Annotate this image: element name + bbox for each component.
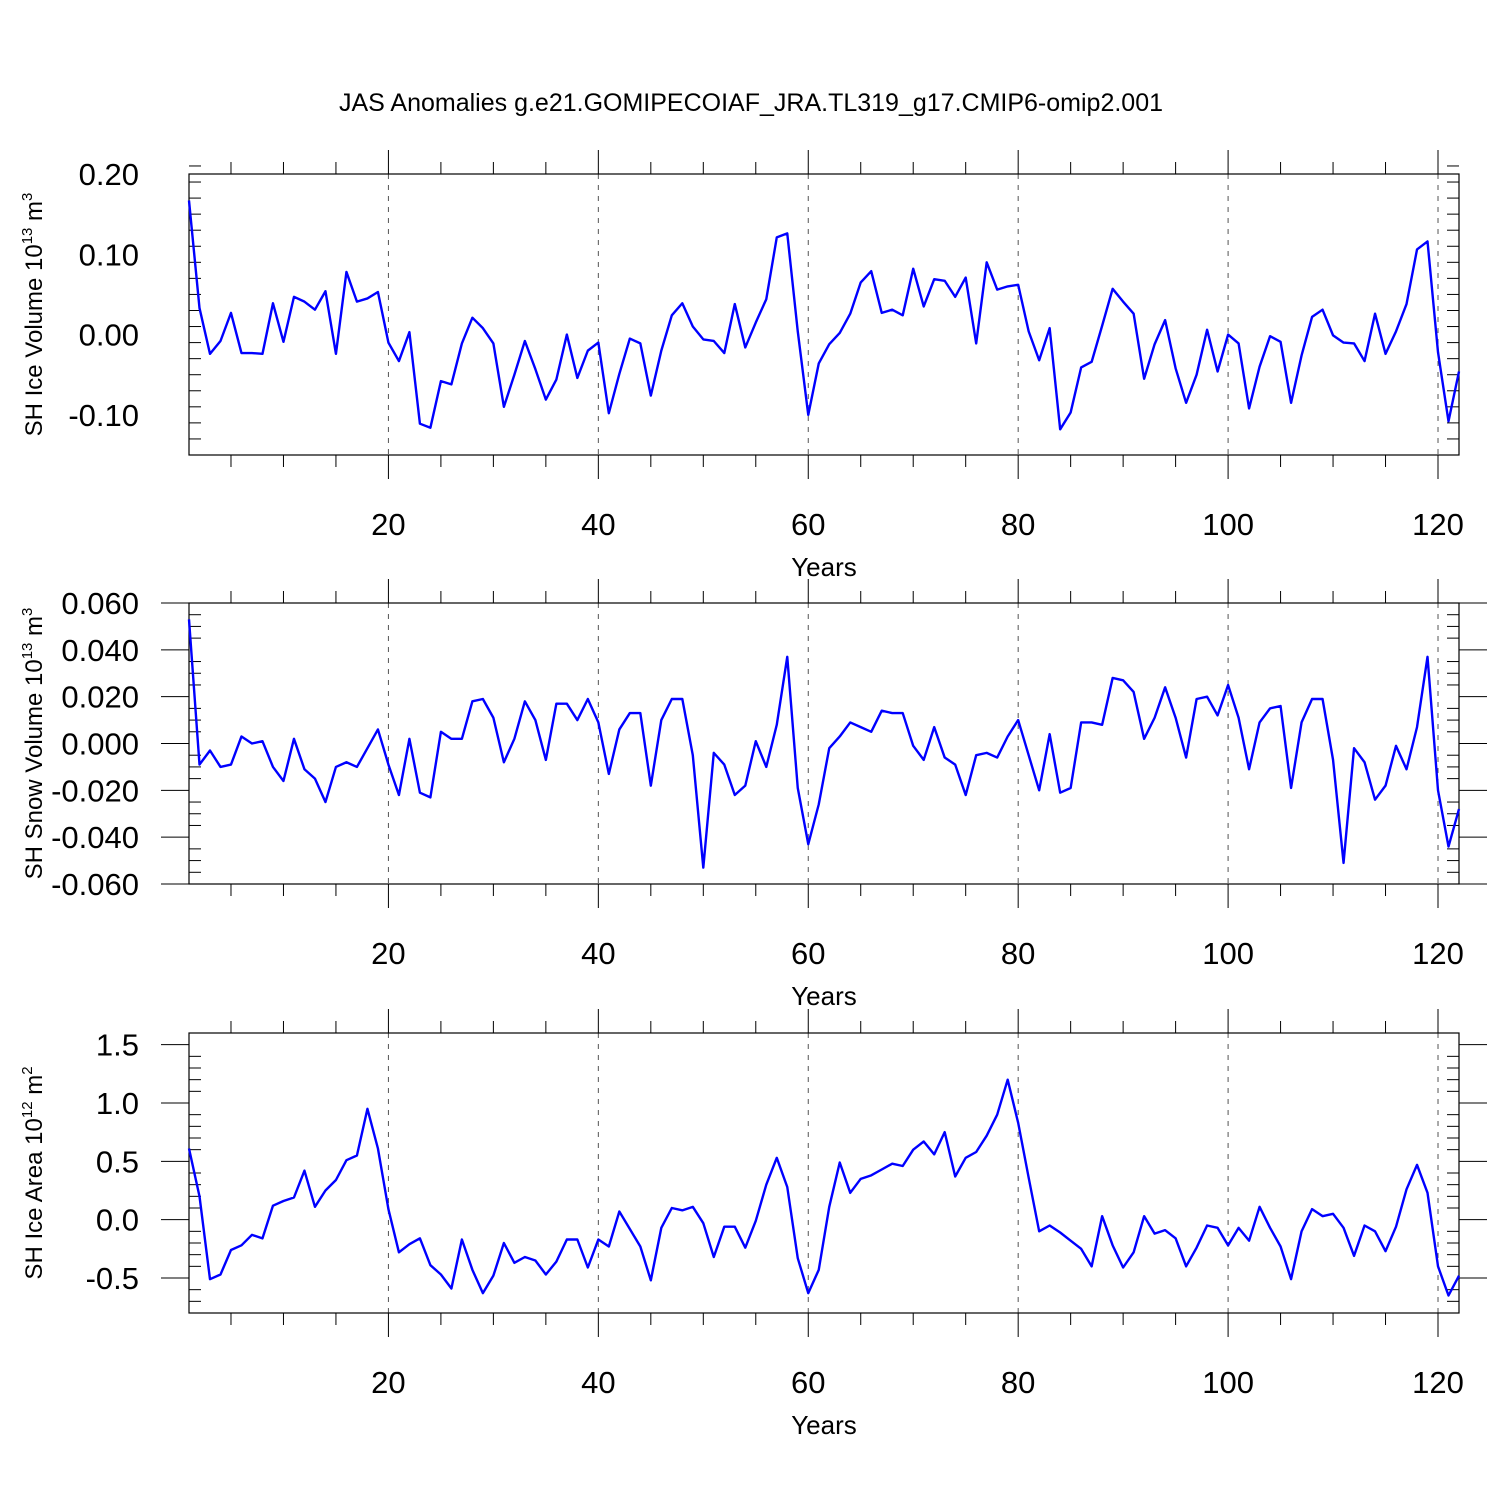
y-tick-label-snow-volume: 0.040 bbox=[61, 633, 139, 668]
y-tick-label-ice-volume: -0.10 bbox=[68, 398, 139, 433]
figure-title: JAS Anomalies g.e21.GOMIPECOIAF_JRA.TL31… bbox=[339, 89, 1163, 117]
x-ticks-ice-area bbox=[230, 1009, 1439, 1337]
y-tick-label-ice-area: 0.0 bbox=[96, 1203, 139, 1238]
y-axis-label-part: SH Ice Volume 10 bbox=[21, 244, 48, 436]
series-line-ice-volume bbox=[187, 200, 1461, 431]
y-axis-label-part: m bbox=[21, 616, 48, 643]
y-axis-label-part: 13 bbox=[19, 228, 36, 245]
x-ticks-ice-volume bbox=[230, 150, 1439, 479]
series-line-snow-volume bbox=[187, 619, 1461, 869]
plot-frame-ice-volume bbox=[188, 173, 1460, 456]
y-tick-label-ice-area: -0.5 bbox=[86, 1261, 139, 1296]
y-tick-label-snow-volume: -0.060 bbox=[51, 867, 139, 902]
y-tick-label-ice-area: 1.0 bbox=[96, 1086, 139, 1121]
y-tick-label-snow-volume: -0.040 bbox=[51, 820, 139, 855]
x-tick-label-ice-area: 100 bbox=[1202, 1365, 1254, 1400]
y-tick-label-snow-volume: 0.020 bbox=[61, 680, 139, 715]
y-tick-label-snow-volume: 0.060 bbox=[61, 586, 139, 621]
x-tick-label-ice-area: 20 bbox=[371, 1365, 405, 1400]
x-tick-label-ice-volume: 120 bbox=[1412, 507, 1464, 542]
y-axis-label-part: m bbox=[21, 201, 48, 228]
y-axis-label-part: 3 bbox=[19, 608, 36, 616]
y-axis-label-snow-volume: SH Snow Volume 1013 m3 bbox=[19, 608, 48, 880]
x-tick-label-snow-volume: 40 bbox=[581, 936, 615, 971]
y-axis-label-part: 12 bbox=[19, 1101, 36, 1118]
y-axis-label-part: 13 bbox=[19, 643, 36, 660]
panel-ice-volume: 20 40 60 80 100 120 -0.10 0.00 0.10 0.20 Years SH I… bbox=[19, 150, 1464, 582]
y-tick-label-ice-volume: 0.20 bbox=[79, 157, 139, 192]
x-tick-label-ice-volume: 100 bbox=[1202, 507, 1254, 542]
panel-ice-area: 20 40 60 80 100 120 -0.5 0.0 0.5 1.0 1.5 Years SH Ic… bbox=[19, 1009, 1487, 1440]
y-ticks-ice-volume bbox=[189, 165, 1459, 456]
x-axis-label-ice-volume: Years bbox=[791, 552, 857, 582]
y-tick-label-ice-area: 0.5 bbox=[96, 1144, 139, 1179]
y-ticks-snow-volume bbox=[161, 602, 1487, 885]
x-tick-label-ice-volume: 40 bbox=[581, 507, 615, 542]
y-tick-label-ice-volume: 0.10 bbox=[79, 237, 139, 272]
panel-snow-volume: 20 40 60 80 100 120 -0.060 -0.040 -0.020 0.000 0.0… bbox=[19, 579, 1487, 1011]
y-tick-label-ice-volume: 0.00 bbox=[79, 318, 139, 353]
y-axis-label-part: 3 bbox=[19, 193, 36, 201]
y-tick-label-ice-area: 1.5 bbox=[96, 1028, 139, 1063]
x-tick-label-ice-area: 80 bbox=[1001, 1365, 1035, 1400]
y-axis-label-part: m bbox=[21, 1075, 48, 1102]
x-tick-label-snow-volume: 60 bbox=[791, 936, 825, 971]
panels: 20 40 60 80 100 120 -0.10 0.00 0.10 0.20 Years SH I… bbox=[19, 150, 1487, 1440]
x-tick-label-snow-volume: 80 bbox=[1001, 936, 1035, 971]
x-tick-label-ice-area: 60 bbox=[791, 1365, 825, 1400]
series-line-ice-area bbox=[187, 1078, 1461, 1297]
x-tick-label-ice-area: 40 bbox=[581, 1365, 615, 1400]
y-tick-label-snow-volume: -0.020 bbox=[51, 773, 139, 808]
x-ticks-snow-volume bbox=[230, 579, 1439, 908]
x-axis-label-snow-volume: Years bbox=[791, 981, 857, 1011]
plot-frame-snow-volume bbox=[188, 602, 1460, 885]
y-axis-label-part: SH Ice Area 10 bbox=[21, 1118, 48, 1279]
x-axis-label-ice-area: Years bbox=[791, 1410, 857, 1440]
y-tick-label-snow-volume: 0.000 bbox=[61, 727, 139, 762]
y-axis-label-part: 2 bbox=[19, 1066, 36, 1074]
y-axis-label-ice-area: SH Ice Area 1012 m2 bbox=[19, 1066, 48, 1279]
x-tick-label-ice-area: 120 bbox=[1412, 1365, 1464, 1400]
plot-frame-ice-area bbox=[188, 1032, 1460, 1314]
x-tick-label-snow-volume: 100 bbox=[1202, 936, 1254, 971]
x-tick-label-ice-volume: 20 bbox=[371, 507, 405, 542]
x-tick-label-snow-volume: 20 bbox=[371, 936, 405, 971]
x-tick-label-snow-volume: 120 bbox=[1412, 936, 1464, 971]
y-axis-label-part: SH Snow Volume 10 bbox=[21, 659, 48, 879]
x-tick-label-ice-volume: 80 bbox=[1001, 507, 1035, 542]
x-tick-label-ice-volume: 60 bbox=[791, 507, 825, 542]
y-axis-label-ice-volume: SH Ice Volume 1013 m3 bbox=[19, 193, 48, 437]
